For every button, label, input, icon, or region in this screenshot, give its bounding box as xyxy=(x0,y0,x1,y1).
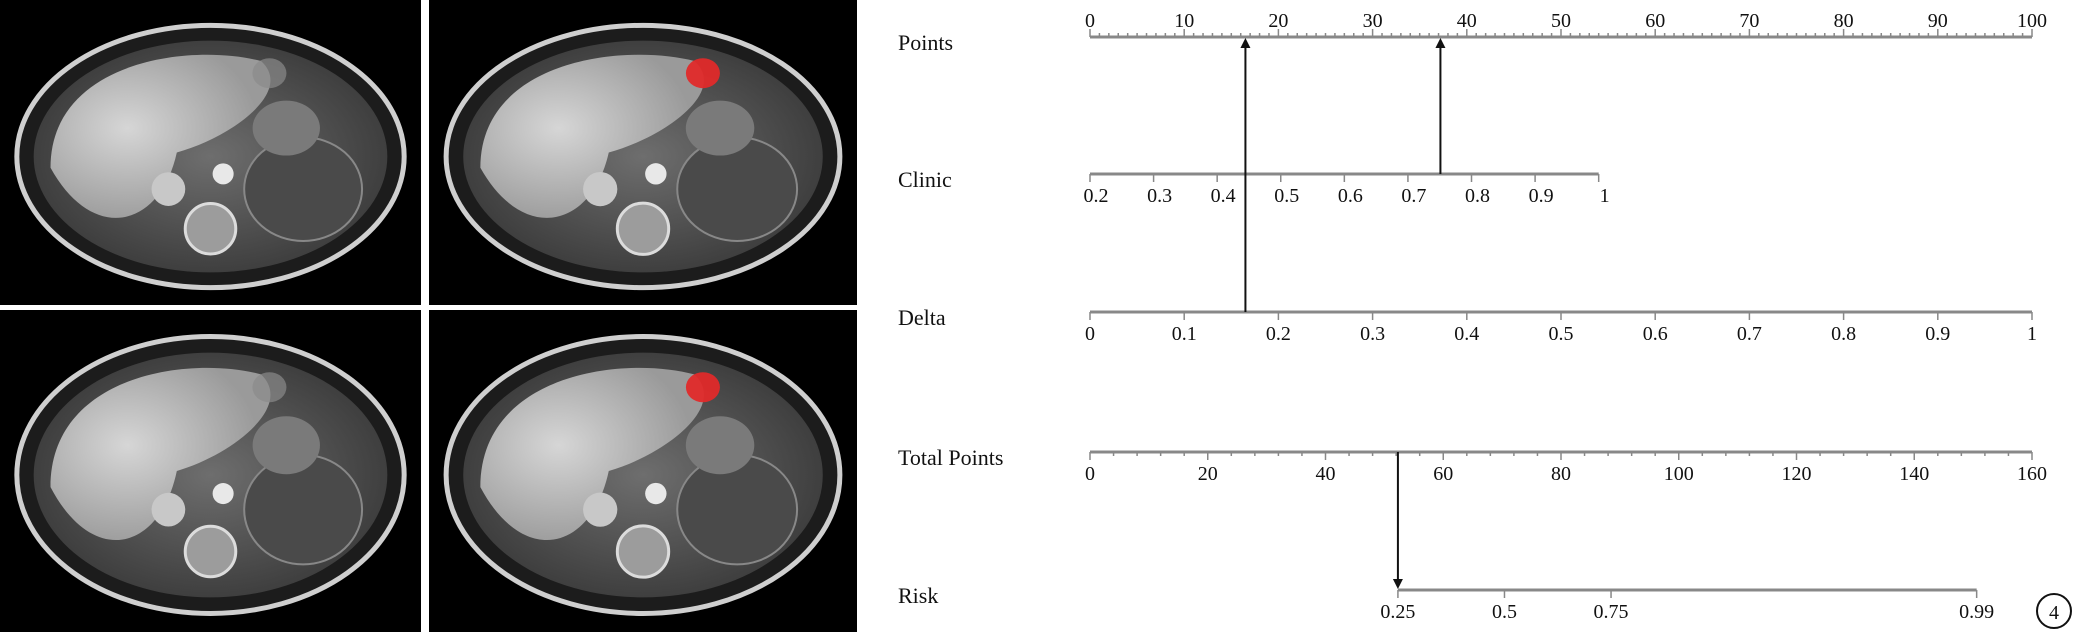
liver xyxy=(480,367,704,541)
bowel xyxy=(685,416,755,475)
aorta xyxy=(645,482,667,505)
row-label-risk: Risk xyxy=(898,583,938,608)
delta-tick-label: 0.1 xyxy=(1172,323,1197,345)
points-tick-label: 100 xyxy=(2017,10,2047,32)
risk-tick-label: 0.75 xyxy=(1594,601,1629,623)
risk-tick-label: 0.25 xyxy=(1380,601,1415,623)
mri-scan-top-left xyxy=(0,0,421,305)
clinic-arrow-head xyxy=(1435,38,1446,48)
clinic-tick-label: 0.3 xyxy=(1147,185,1172,207)
points-tick-label: 80 xyxy=(1834,10,1854,32)
total-points-tick-label: 80 xyxy=(1551,463,1571,485)
lesion xyxy=(252,58,287,89)
lesion xyxy=(252,372,287,403)
aorta xyxy=(645,163,667,185)
liver xyxy=(480,54,704,218)
aorta xyxy=(212,163,234,185)
total-points-tick-label: 20 xyxy=(1198,463,1218,485)
clinic-tick-label: 0.7 xyxy=(1401,185,1426,207)
points-tick-label: 70 xyxy=(1739,10,1759,32)
delta-tick-label: 0.4 xyxy=(1454,323,1479,345)
total-to-risk-arrow-head xyxy=(1392,579,1403,589)
points-tick-label: 40 xyxy=(1457,10,1477,32)
row-label-delta: Delta xyxy=(898,305,946,330)
vertebra xyxy=(615,524,671,579)
delta-tick-label: 0.7 xyxy=(1737,323,1762,345)
stomach xyxy=(243,453,364,566)
delta-tick-label: 0.6 xyxy=(1643,323,1668,345)
delta-tick-label: 1 xyxy=(2027,323,2037,345)
clinic-tick-label: 0.4 xyxy=(1211,185,1236,207)
stomach xyxy=(243,136,364,242)
ivc xyxy=(151,492,186,527)
liver xyxy=(50,54,271,218)
clinic-tick-label: 0.2 xyxy=(1084,185,1109,207)
clinic-tick-label: 0.6 xyxy=(1338,185,1363,207)
clinic-tick-label: 0.9 xyxy=(1529,185,1554,207)
bowel xyxy=(685,100,755,156)
delta-tick-label: 0.3 xyxy=(1360,323,1385,345)
clinic-tick-label: 1 xyxy=(1600,185,1610,207)
total-points-tick-label: 0 xyxy=(1085,463,1095,485)
clinic-tick-label: 0.5 xyxy=(1274,185,1299,207)
row-label-points: Points xyxy=(898,30,953,55)
bowel xyxy=(252,416,320,475)
liver xyxy=(50,367,271,541)
risk-tick-label: 0.99 xyxy=(1959,601,1994,623)
vertebra xyxy=(183,524,238,579)
row-label-clinic: Clinic xyxy=(898,167,952,192)
vertebra xyxy=(615,201,671,256)
clinic-tick-label: 0.8 xyxy=(1465,185,1490,207)
points-tick-label: 10 xyxy=(1174,10,1194,32)
delta-tick-label: 0.2 xyxy=(1266,323,1291,345)
mri-scan-top-right xyxy=(429,0,857,305)
figure-badge-circle xyxy=(2036,593,2072,629)
points-tick-label: 50 xyxy=(1551,10,1571,32)
points-tick-label: 30 xyxy=(1363,10,1383,32)
delta-tick-label: 0.8 xyxy=(1831,323,1856,345)
mri-scan-bottom-left xyxy=(0,310,421,632)
ivc xyxy=(583,492,618,527)
total-points-tick-label: 40 xyxy=(1316,463,1336,485)
bowel xyxy=(252,100,320,156)
vertebra xyxy=(183,201,238,256)
delta-tick-label: 0.5 xyxy=(1549,323,1574,345)
total-points-tick-label: 160 xyxy=(2017,463,2047,485)
aorta xyxy=(212,483,234,505)
total-points-tick-label: 140 xyxy=(1899,463,1929,485)
lesion-mask xyxy=(685,58,720,89)
lesion-mask xyxy=(685,372,720,403)
delta-tick-label: 0 xyxy=(1085,323,1095,345)
points-tick-label: 90 xyxy=(1928,10,1948,32)
total-points-tick-label: 100 xyxy=(1664,463,1694,485)
stomach xyxy=(676,136,799,242)
delta-arrow-head xyxy=(1240,38,1251,48)
ivc xyxy=(583,171,618,207)
points-tick-label: 60 xyxy=(1645,10,1665,32)
total-points-tick-label: 60 xyxy=(1433,463,1453,485)
points-tick-label: 20 xyxy=(1268,10,1288,32)
risk-tick-label: 0.5 xyxy=(1492,601,1517,623)
stomach xyxy=(676,453,799,566)
row-label-total-points: Total Points xyxy=(898,445,1003,470)
mri-scan-bottom-right xyxy=(429,310,857,632)
delta-tick-label: 0.9 xyxy=(1925,323,1950,345)
ivc xyxy=(151,172,186,206)
total-points-tick-label: 120 xyxy=(1782,463,1812,485)
figure-badge-number: 4 xyxy=(2049,602,2059,624)
points-tick-label: 0 xyxy=(1085,10,1095,32)
